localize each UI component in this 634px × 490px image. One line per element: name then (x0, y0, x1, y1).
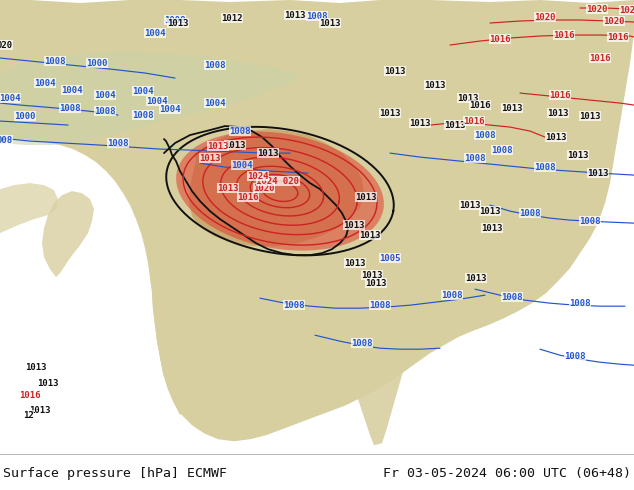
Text: 1016: 1016 (19, 391, 41, 400)
Text: 1004: 1004 (231, 161, 253, 170)
Polygon shape (189, 129, 364, 246)
Text: 1008: 1008 (569, 299, 591, 308)
Text: 1008: 1008 (204, 61, 226, 70)
Text: 1013: 1013 (25, 363, 47, 372)
Text: 1016: 1016 (607, 32, 629, 42)
Text: 1008: 1008 (306, 11, 328, 21)
Text: 1013: 1013 (465, 273, 487, 283)
Text: 1013: 1013 (424, 80, 446, 90)
Text: 1008: 1008 (94, 106, 116, 116)
Text: 1013: 1013 (207, 142, 229, 150)
Text: 020: 020 (0, 41, 13, 49)
Text: 1004: 1004 (145, 28, 165, 38)
Text: 1013: 1013 (361, 270, 383, 280)
Text: 1004: 1004 (133, 87, 154, 96)
Text: 1000: 1000 (14, 112, 36, 121)
Text: 1013: 1013 (29, 406, 51, 415)
Text: Surface pressure [hPa] ECMWF: Surface pressure [hPa] ECMWF (3, 467, 227, 480)
Text: 1008: 1008 (133, 111, 154, 120)
Text: 1008: 1008 (283, 301, 305, 310)
Text: 1013: 1013 (479, 207, 501, 216)
Text: 1008: 1008 (441, 291, 463, 300)
Polygon shape (340, 267, 430, 445)
Text: 1008: 1008 (564, 352, 586, 361)
Text: 1013: 1013 (320, 19, 340, 27)
Text: 1004: 1004 (94, 91, 116, 99)
Text: 1013: 1013 (355, 193, 377, 201)
Text: 1013: 1013 (457, 94, 479, 102)
Text: 1013: 1013 (444, 121, 466, 129)
Text: 1016: 1016 (469, 100, 491, 110)
Text: 1013: 1013 (384, 67, 406, 75)
Text: 1000: 1000 (86, 58, 108, 68)
Polygon shape (510, 105, 558, 173)
Text: 1008: 1008 (59, 103, 81, 113)
Text: 1008: 1008 (44, 56, 66, 66)
Text: 1020: 1020 (603, 17, 624, 25)
Text: 1020: 1020 (619, 5, 634, 15)
Text: 1008: 1008 (491, 146, 513, 154)
Text: 1013: 1013 (379, 109, 401, 118)
Text: 12: 12 (23, 411, 34, 420)
Polygon shape (42, 191, 94, 277)
Text: 1004: 1004 (159, 104, 181, 114)
Text: 1016: 1016 (589, 53, 611, 63)
Text: 1016: 1016 (553, 30, 575, 40)
Text: 1008: 1008 (579, 217, 601, 225)
Text: 1013: 1013 (547, 109, 569, 118)
Text: 1020: 1020 (253, 184, 275, 193)
Text: 1013: 1013 (199, 153, 221, 163)
Polygon shape (0, 51, 300, 145)
Text: 1008: 1008 (369, 301, 391, 310)
Text: 1008: 1008 (230, 126, 251, 136)
Text: 1008: 1008 (107, 139, 129, 147)
Text: 1024 020: 1024 020 (257, 176, 299, 186)
Text: 1013: 1013 (501, 103, 523, 113)
Text: 1008: 1008 (351, 339, 373, 348)
Text: 1013: 1013 (579, 112, 601, 121)
Text: 1016: 1016 (489, 34, 511, 44)
Text: 1004: 1004 (0, 94, 21, 102)
Text: 1004: 1004 (204, 98, 226, 108)
Text: 1024: 1024 (247, 172, 269, 181)
Polygon shape (0, 0, 634, 441)
Text: 1005: 1005 (379, 254, 401, 263)
Text: 1008: 1008 (501, 293, 523, 302)
Text: Fr 03-05-2024 06:00 UTC (06+48): Fr 03-05-2024 06:00 UTC (06+48) (383, 467, 631, 480)
Text: 1016: 1016 (549, 91, 571, 99)
Text: 1013: 1013 (587, 169, 609, 177)
Text: 1016: 1016 (463, 117, 485, 125)
Text: 1012: 1012 (221, 14, 243, 23)
Text: 1004: 1004 (61, 86, 83, 95)
Text: 1013: 1013 (257, 148, 279, 158)
Text: 1008: 1008 (474, 130, 496, 140)
Text: 1013: 1013 (410, 119, 430, 127)
Text: 1008: 1008 (164, 16, 186, 24)
Text: 1008: 1008 (464, 153, 486, 163)
Text: 1013: 1013 (459, 200, 481, 210)
Text: 1008: 1008 (519, 209, 541, 218)
Polygon shape (0, 183, 58, 233)
Text: 1020: 1020 (586, 4, 608, 14)
Text: 1013: 1013 (365, 279, 387, 288)
Text: 1013: 1013 (217, 184, 239, 193)
Text: 1008: 1008 (534, 163, 556, 172)
Text: 1013: 1013 (284, 10, 306, 20)
Text: 1004: 1004 (34, 78, 56, 88)
Polygon shape (152, 133, 250, 415)
Text: 1013: 1013 (37, 379, 59, 388)
Text: 1013: 1013 (224, 141, 246, 149)
Text: 1013: 1013 (567, 150, 589, 160)
Text: 1004: 1004 (146, 97, 168, 105)
Text: 008: 008 (0, 136, 13, 145)
Text: 1013: 1013 (481, 223, 503, 233)
Text: 1013: 1013 (167, 19, 189, 27)
Text: 1013: 1013 (343, 220, 365, 230)
Text: 1013: 1013 (359, 231, 381, 240)
Text: 1016: 1016 (237, 193, 259, 201)
Text: 1013: 1013 (545, 133, 567, 142)
Text: 1013: 1013 (344, 259, 366, 268)
Ellipse shape (176, 132, 384, 250)
Text: 1020: 1020 (534, 13, 556, 22)
